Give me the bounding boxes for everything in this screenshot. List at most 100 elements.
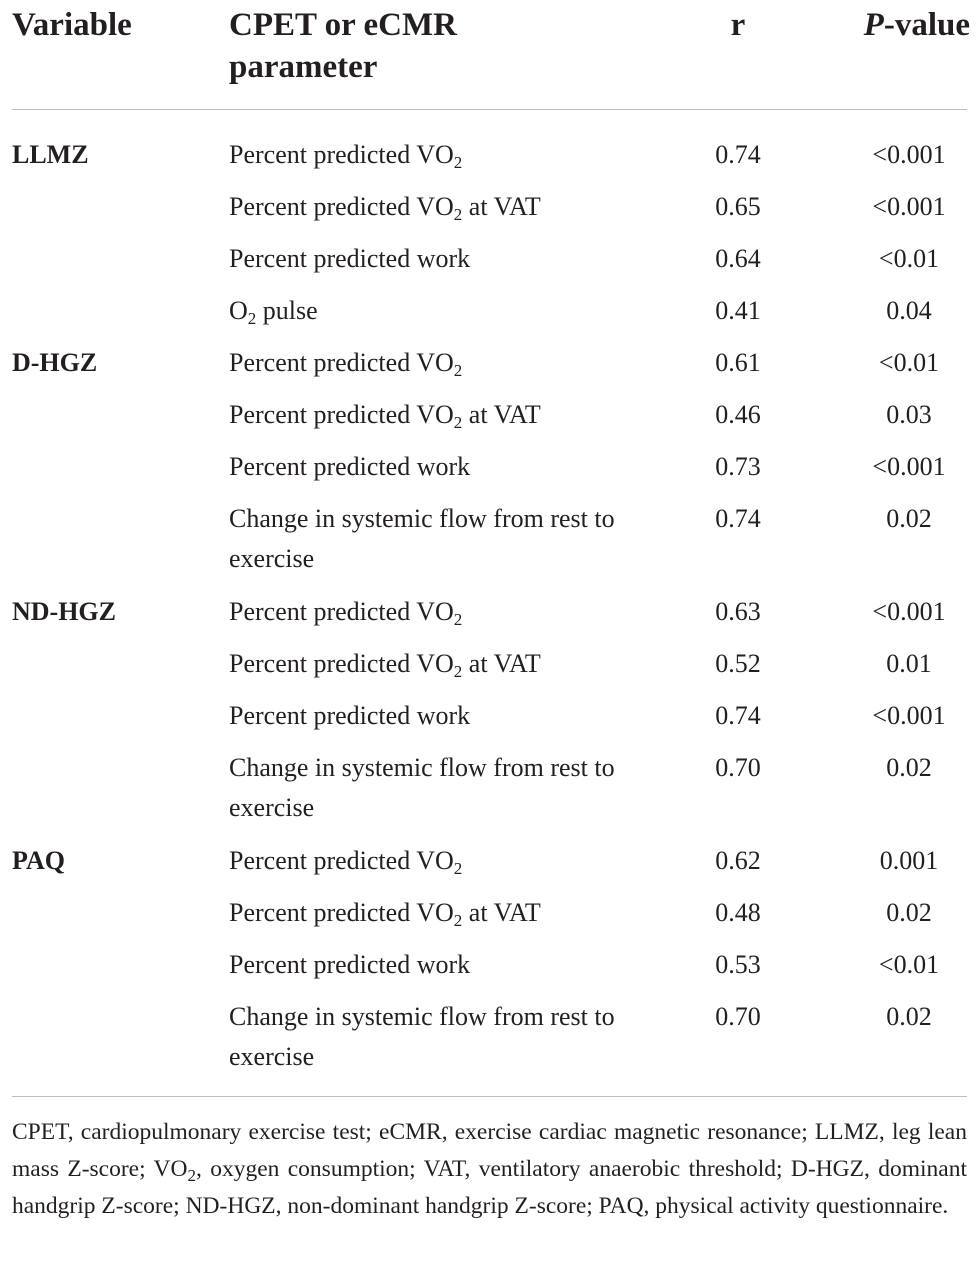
parameter-cell: Percent predicted work: [229, 691, 639, 736]
p-value-cell: 0.03: [886, 400, 932, 429]
r-value-cell: 0.62: [715, 846, 761, 875]
header-r: r: [730, 7, 746, 43]
parameter-text: Percent predicted work: [229, 244, 471, 273]
parameter-subscript: 2: [247, 309, 257, 328]
parameter-text: Change in systemic flow from rest to exe…: [229, 1002, 615, 1071]
table-body: LLMZ Percent predicted VO2 0.74 <0.001 Perce…: [0, 130, 979, 1085]
parameter-cell: Change in systemic flow from rest to exe…: [229, 743, 639, 828]
table-row: Percent predicted work 0.74 <0.001: [0, 691, 979, 743]
r-value-cell: 0.74: [715, 504, 761, 533]
parameter-suffix: at VAT: [462, 649, 541, 678]
r-value-cell: 0.74: [715, 701, 761, 730]
r-value-cell: 0.52: [715, 649, 761, 678]
p-value-cell: <0.001: [872, 597, 946, 626]
p-value-cell: <0.01: [878, 244, 940, 273]
table-row: Percent predicted work 0.73 <0.001: [0, 442, 979, 494]
r-value-cell: 0.64: [715, 244, 761, 273]
parameter-cell: Percent predicted VO2: [229, 587, 639, 632]
parameter-text: Percent predicted VO: [229, 898, 454, 927]
r-value-cell: 0.61: [715, 348, 761, 377]
parameter-subscript: 2: [453, 610, 463, 629]
parameter-cell: Percent predicted work: [229, 234, 639, 279]
parameter-subscript: 2: [453, 859, 463, 878]
parameter-cell: Percent predicted VO2 at VAT: [229, 639, 639, 684]
p-value-cell: <0.001: [872, 452, 946, 481]
r-value-cell: 0.46: [715, 400, 761, 429]
table-row: D-HGZ Percent predicted VO2 0.61 <0.01: [0, 338, 979, 390]
table-row: Change in systemic flow from rest to exe…: [0, 494, 979, 587]
parameter-text: Percent predicted VO: [229, 192, 454, 221]
variable-cell: D-HGZ: [12, 348, 98, 377]
table-row: Percent predicted work 0.64 <0.01: [0, 234, 979, 286]
table-row: Percent predicted VO2 at VAT 0.52 0.01: [0, 639, 979, 691]
parameter-subscript: 2: [453, 413, 463, 432]
header-p-value: P-value: [820, 4, 970, 46]
parameter-text: Percent predicted work: [229, 950, 471, 979]
r-value-cell: 0.70: [715, 753, 761, 782]
table-row: O2 pulse 0.41 0.04: [0, 286, 979, 338]
r-value-cell: 0.53: [715, 950, 761, 979]
parameter-cell: Percent predicted VO2 at VAT: [229, 390, 639, 435]
parameter-cell: Percent predicted work: [229, 940, 639, 985]
parameter-suffix: at VAT: [462, 192, 541, 221]
p-value-cell: <0.01: [878, 950, 940, 979]
parameter-cell: Change in systemic flow from rest to exe…: [229, 494, 639, 579]
table-group: LLMZ Percent predicted VO2 0.74 <0.001 Perce…: [0, 130, 979, 338]
parameter-text: Percent predicted VO: [229, 400, 454, 429]
parameter-suffix: pulse: [256, 296, 318, 325]
table-row: PAQ Percent predicted VO2 0.62 0.001: [0, 836, 979, 888]
parameter-text: Percent predicted work: [229, 701, 471, 730]
footer-divider: [12, 1096, 967, 1097]
p-value-cell: 0.02: [886, 753, 932, 782]
parameter-text: Percent predicted VO: [229, 846, 454, 875]
table-group: ND-HGZ Percent predicted VO2 0.63 <0.001 Per…: [0, 587, 979, 836]
parameter-suffix: at VAT: [462, 898, 541, 927]
r-value-cell: 0.73: [715, 452, 761, 481]
header-variable: Variable: [12, 7, 132, 43]
p-value-cell: <0.001: [872, 701, 946, 730]
p-value-cell: 0.02: [886, 504, 932, 533]
variable-cell: PAQ: [12, 846, 65, 875]
parameter-text: Percent predicted VO: [229, 597, 454, 626]
r-value-cell: 0.74: [715, 140, 761, 169]
table-row: LLMZ Percent predicted VO2 0.74 <0.001: [0, 130, 979, 182]
p-value-cell: 0.01: [886, 649, 932, 678]
header-divider: [12, 109, 967, 110]
parameter-text: Change in systemic flow from rest to exe…: [229, 753, 615, 822]
parameter-cell: O2 pulse: [229, 286, 639, 331]
p-value-cell: 0.04: [886, 296, 932, 325]
parameter-cell: Percent predicted VO2 at VAT: [229, 888, 639, 933]
footnote-part1: CPET, cardiopulmonary exercise test; eCM…: [12, 1119, 967, 1182]
parameter-text: Percent predicted VO: [229, 348, 454, 377]
parameter-subscript: 2: [453, 662, 463, 681]
p-value-cell: <0.001: [872, 140, 946, 169]
parameter-text: Percent predicted work: [229, 452, 471, 481]
parameter-subscript: 2: [453, 911, 463, 930]
parameter-text: O: [229, 296, 248, 325]
table-footnote: CPET, cardiopulmonary exercise test; eCM…: [12, 1114, 967, 1225]
parameter-subscript: 2: [453, 361, 463, 380]
parameter-cell: Percent predicted VO2: [229, 836, 639, 881]
parameter-subscript: 2: [453, 153, 463, 172]
table-group: PAQ Percent predicted VO2 0.62 0.001 Percent…: [0, 836, 979, 1085]
parameter-subscript: 2: [453, 205, 463, 224]
p-value-cell: <0.01: [878, 348, 940, 377]
header-parameter: CPET or eCMR parameter: [229, 7, 457, 85]
parameter-text: Percent predicted VO: [229, 649, 454, 678]
table-row: Percent predicted VO2 at VAT 0.46 0.03: [0, 390, 979, 442]
footnote-sub: 2: [187, 1166, 197, 1185]
r-value-cell: 0.65: [715, 192, 761, 221]
table-row: Percent predicted work 0.53 <0.01: [0, 940, 979, 992]
p-value-cell: 0.02: [886, 1002, 932, 1031]
r-value-cell: 0.48: [715, 898, 761, 927]
parameter-cell: Percent predicted VO2 at VAT: [229, 182, 639, 227]
table-row: Percent predicted VO2 at VAT 0.48 0.02: [0, 888, 979, 940]
footnote-part2: , oxygen consumption; VAT, ventilatory a…: [12, 1156, 967, 1219]
table-row: ND-HGZ Percent predicted VO2 0.63 <0.001: [0, 587, 979, 639]
r-value-cell: 0.41: [715, 296, 761, 325]
variable-cell: LLMZ: [12, 140, 89, 169]
header-p-italic: P: [863, 7, 884, 43]
parameter-suffix: at VAT: [462, 400, 541, 429]
parameter-cell: Percent predicted VO2: [229, 130, 639, 175]
